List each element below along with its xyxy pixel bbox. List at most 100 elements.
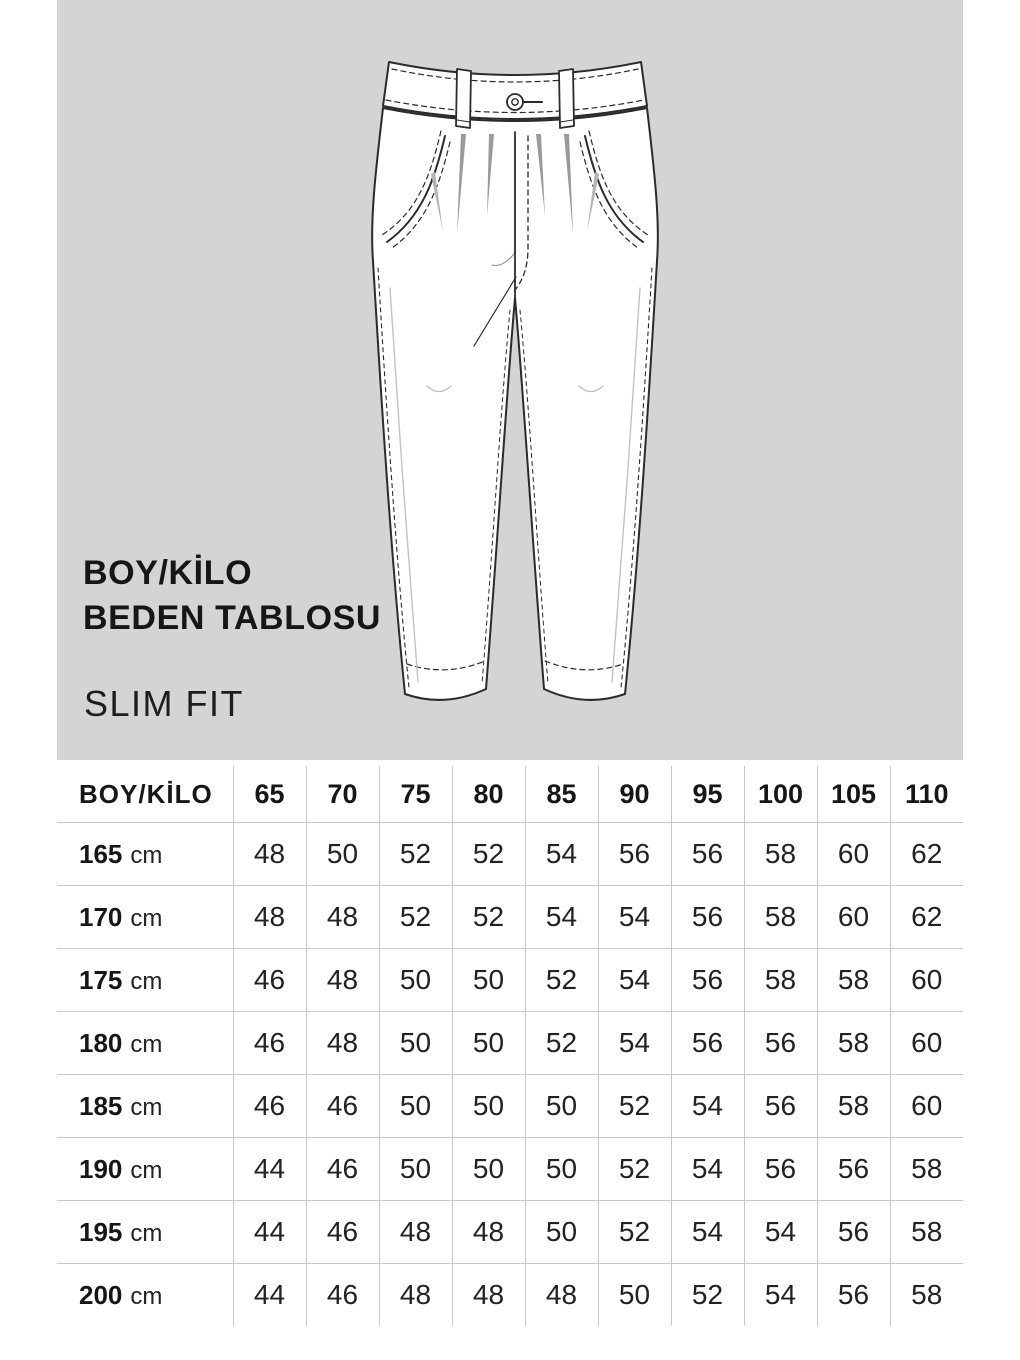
- size-cell: 60: [889, 1074, 963, 1138]
- size-cell: 60: [816, 822, 890, 886]
- size-table-row: 195 cm 44 46 48 48 50 52 54 54 56 58: [57, 1200, 963, 1264]
- size-cell: 56: [670, 948, 744, 1012]
- hero-banner: BOY/KİLO BEDEN TABLOSU SLIM FIT: [57, 0, 963, 760]
- size-cell: 52: [524, 948, 598, 1012]
- size-cell: 54: [524, 822, 598, 886]
- size-cell: 54: [597, 1011, 671, 1075]
- size-cell: 54: [670, 1074, 744, 1138]
- height-row-label: 190 cm: [79, 1153, 163, 1184]
- size-cell: 60: [889, 1011, 963, 1075]
- kilo-column-header: 85: [524, 766, 598, 823]
- size-cell: 50: [378, 1137, 452, 1201]
- size-cell: 50: [451, 948, 525, 1012]
- size-cell: 50: [451, 1137, 525, 1201]
- size-table-row: 175 cm 46 48 50 50 52 54 56 58 58 60: [57, 948, 963, 1012]
- size-cell: 56: [670, 1011, 744, 1075]
- size-cell: 52: [378, 822, 452, 886]
- size-cell: 48: [305, 948, 379, 1012]
- size-cell: 48: [524, 1263, 598, 1326]
- size-cell: 54: [597, 885, 671, 949]
- size-cell: 50: [451, 1011, 525, 1075]
- size-cell: 48: [232, 822, 306, 886]
- size-cell: 56: [816, 1200, 890, 1264]
- size-cell: 58: [889, 1137, 963, 1201]
- size-cell: 48: [232, 885, 306, 949]
- size-cell: 48: [378, 1200, 452, 1264]
- size-cell: 62: [889, 885, 963, 949]
- size-cell: 60: [889, 948, 963, 1012]
- size-cell: 54: [743, 1200, 817, 1264]
- size-cell: 52: [670, 1263, 744, 1326]
- size-cell: 46: [305, 1200, 379, 1264]
- kilo-column-header: 70: [305, 766, 379, 823]
- size-table-row: 165 cm 48 50 52 52 54 56 56 58 60 62: [57, 822, 963, 886]
- size-cell: 52: [451, 822, 525, 886]
- size-table-header-row: BOY/KİLO 65 70 75 80 85 90 95 100 105 110: [57, 766, 963, 823]
- size-cell: 50: [597, 1263, 671, 1326]
- kilo-column-header: 65: [232, 766, 306, 823]
- size-cell: 48: [451, 1263, 525, 1326]
- size-cell: 50: [524, 1074, 598, 1138]
- size-cell: 50: [305, 822, 379, 886]
- size-table-row: 200 cm 44 46 48 48 48 50 52 54 56 58: [57, 1263, 963, 1326]
- size-cell: 48: [451, 1200, 525, 1264]
- size-table-row: 170 cm 48 48 52 52 54 54 56 58 60 62: [57, 885, 963, 949]
- size-cell: 46: [305, 1263, 379, 1326]
- size-cell: 54: [670, 1137, 744, 1201]
- size-cell: 50: [378, 948, 452, 1012]
- size-table-head: BOY/KİLO 65 70 75 80 85 90 95 100 105 110: [57, 766, 963, 823]
- height-row-label: 185 cm: [79, 1090, 163, 1121]
- size-cell: 56: [743, 1074, 817, 1138]
- size-cell: 58: [743, 948, 817, 1012]
- kilo-column-header: 95: [670, 766, 744, 823]
- fit-type-label: SLIM FIT: [84, 683, 245, 724]
- size-cell: 54: [670, 1200, 744, 1264]
- size-cell: 50: [524, 1137, 598, 1201]
- size-cell: 56: [597, 822, 671, 886]
- size-cell: 52: [524, 1011, 598, 1075]
- size-cell: 54: [743, 1263, 817, 1326]
- size-cell: 44: [232, 1200, 306, 1264]
- size-cell: 50: [378, 1074, 452, 1138]
- size-cell: 50: [451, 1074, 525, 1138]
- size-cell: 50: [524, 1200, 598, 1264]
- size-cell: 60: [816, 885, 890, 949]
- banner-title-line2: BEDEN TABLOSU: [83, 599, 382, 637]
- size-table-row: 185 cm 46 46 50 50 50 52 54 56 58 60: [57, 1074, 963, 1138]
- kilo-column-header: 100: [743, 766, 817, 823]
- size-cell: 58: [743, 822, 817, 886]
- kilo-column-header: 80: [451, 766, 525, 823]
- height-row-label: 165 cm: [79, 838, 163, 869]
- size-cell: 52: [451, 885, 525, 949]
- size-cell: 46: [232, 1074, 306, 1138]
- size-table-row: 190 cm 44 46 50 50 50 52 54 56 56 58: [57, 1137, 963, 1201]
- banner-title: BOY/KİLO BEDEN TABLOSU: [83, 551, 381, 641]
- height-row-label: 200 cm: [79, 1279, 163, 1310]
- size-cell: 56: [743, 1137, 817, 1201]
- size-cell: 48: [378, 1263, 452, 1326]
- size-cell: 58: [816, 1011, 890, 1075]
- height-row-label: 195 cm: [79, 1216, 163, 1247]
- size-cell: 46: [232, 1011, 306, 1075]
- size-cell: 46: [305, 1074, 379, 1138]
- size-table-body: 165 cm 48 50 52 52 54 56 56 58 60 62 170 cm 48 48 52 52 54…: [57, 822, 963, 1326]
- kilo-column-header: 90: [597, 766, 671, 823]
- kilo-column-header: 75: [378, 766, 452, 823]
- size-cell: 56: [670, 885, 744, 949]
- size-cell: 56: [816, 1137, 890, 1201]
- size-cell: 52: [378, 885, 452, 949]
- size-chart-table: BOY/KİLO 65 70 75 80 85 90 95 100 105 110 165 cm 48 5…: [57, 766, 963, 1326]
- size-cell: 56: [743, 1011, 817, 1075]
- size-cell: 58: [816, 1074, 890, 1138]
- table-corner-label: BOY/KİLO: [79, 778, 213, 809]
- height-row-label: 170 cm: [79, 901, 163, 932]
- banner-title-line1: BOY/KİLO: [83, 554, 253, 592]
- size-cell: 58: [889, 1200, 963, 1264]
- size-cell: 46: [232, 948, 306, 1012]
- size-table-row: 180 cm 46 48 50 50 52 54 56 56 58 60: [57, 1011, 963, 1075]
- size-cell: 44: [232, 1137, 306, 1201]
- size-cell: 62: [889, 822, 963, 886]
- height-row-label: 180 cm: [79, 1027, 163, 1058]
- size-cell: 54: [597, 948, 671, 1012]
